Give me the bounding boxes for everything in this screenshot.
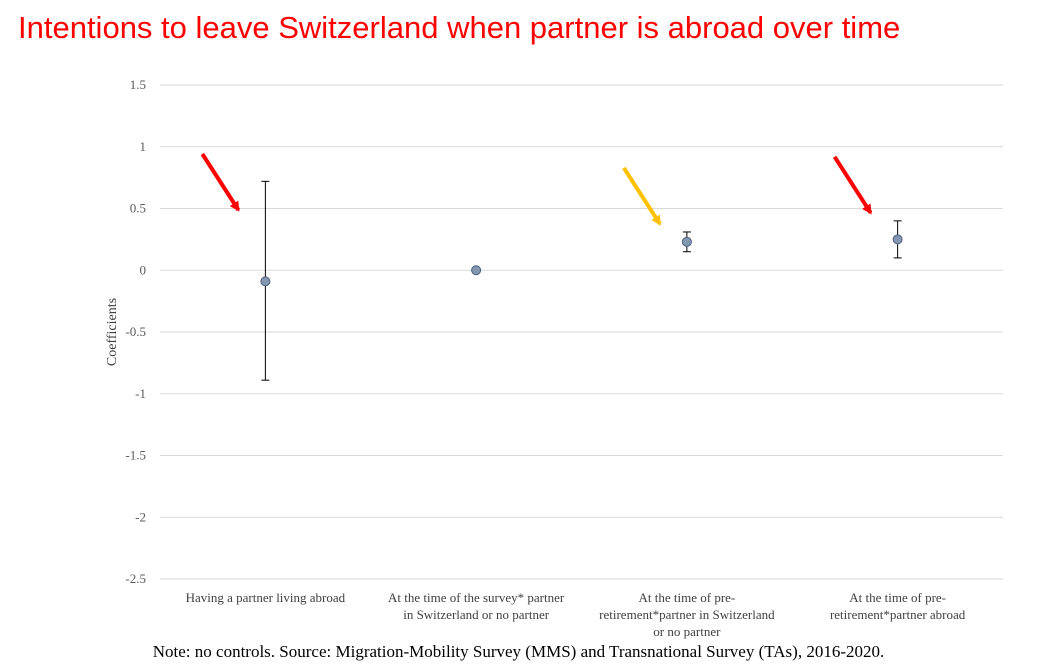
data-point (260, 276, 271, 287)
y-tick-label: -2.5 (125, 571, 146, 586)
x-category-label: At the time of pre-retirement*partner in… (599, 590, 775, 639)
y-axis-title: Coefficients (105, 298, 120, 366)
y-tick-label: -2 (135, 509, 146, 524)
data-point (681, 236, 692, 247)
annotation-arrow (200, 152, 241, 212)
error-bars (261, 180, 902, 381)
data-point (892, 234, 903, 245)
x-axis-categories: Having a partner living abroad At the tim… (186, 590, 966, 639)
y-tick-label: 1.5 (130, 77, 146, 92)
y-axis-ticks: 1.5 1 0.5 0 -0.5 -1 -1.5 -2 -2.5 (125, 77, 146, 586)
y-tick-label: -1 (135, 386, 146, 401)
source-note: Note: no controls. Source: Migration-Mob… (152, 642, 885, 661)
y-tick-label: 1 (140, 139, 147, 154)
annotation-arrow (622, 166, 662, 226)
data-points (260, 234, 903, 287)
y-tick-label: -1.5 (125, 448, 146, 463)
x-category-label: At the time of pre-retirement*partner ab… (830, 590, 966, 622)
x-category-label: At the time of the survey* partner in Swi… (388, 590, 565, 622)
slide-title: Intentions to leave Switzerland when par… (18, 10, 901, 45)
y-tick-label: -0.5 (125, 324, 146, 339)
data-point (471, 265, 482, 276)
x-category-label: Having a partner living abroad (186, 590, 346, 605)
coefficient-chart: 1.5 1 0.5 0 -0.5 -1 -1.5 -2 -2.5 Coefficients Ha… (105, 77, 1003, 639)
gridlines (160, 84, 1003, 580)
annotation-arrow (832, 155, 873, 215)
y-tick-label: 0.5 (130, 201, 146, 216)
annotation-arrows (200, 152, 873, 226)
y-tick-label: 0 (140, 262, 147, 277)
